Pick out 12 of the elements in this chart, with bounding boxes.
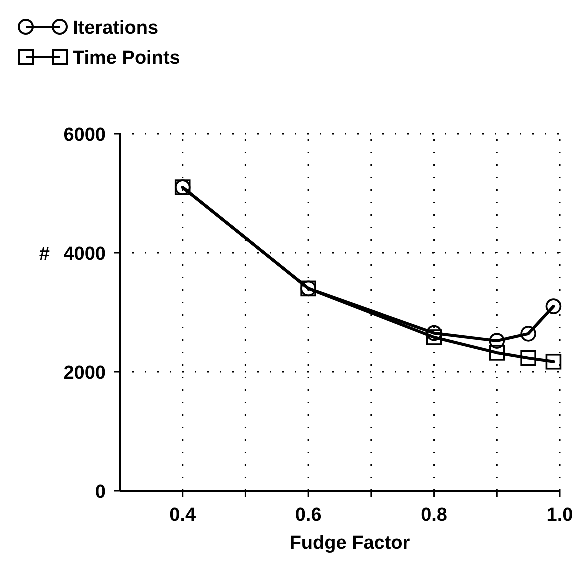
y-tick-label: 6000 <box>64 125 106 146</box>
x-tick-label: 0.8 <box>421 505 448 526</box>
x-tick-label: 0.6 <box>295 505 322 526</box>
y-tick-label: 0 <box>95 482 106 503</box>
x-tick-label: 0.4 <box>170 505 196 526</box>
y-axis-title: # <box>39 244 50 265</box>
y-tick-label: 4000 <box>64 244 106 265</box>
x-axis-title: Fudge Factor <box>290 533 411 554</box>
legend-label: Iterations <box>73 18 159 39</box>
legend-label: Time Points <box>73 48 180 69</box>
x-tick-label: 1.0 <box>546 505 574 526</box>
y-tick-label: 2000 <box>64 363 106 384</box>
